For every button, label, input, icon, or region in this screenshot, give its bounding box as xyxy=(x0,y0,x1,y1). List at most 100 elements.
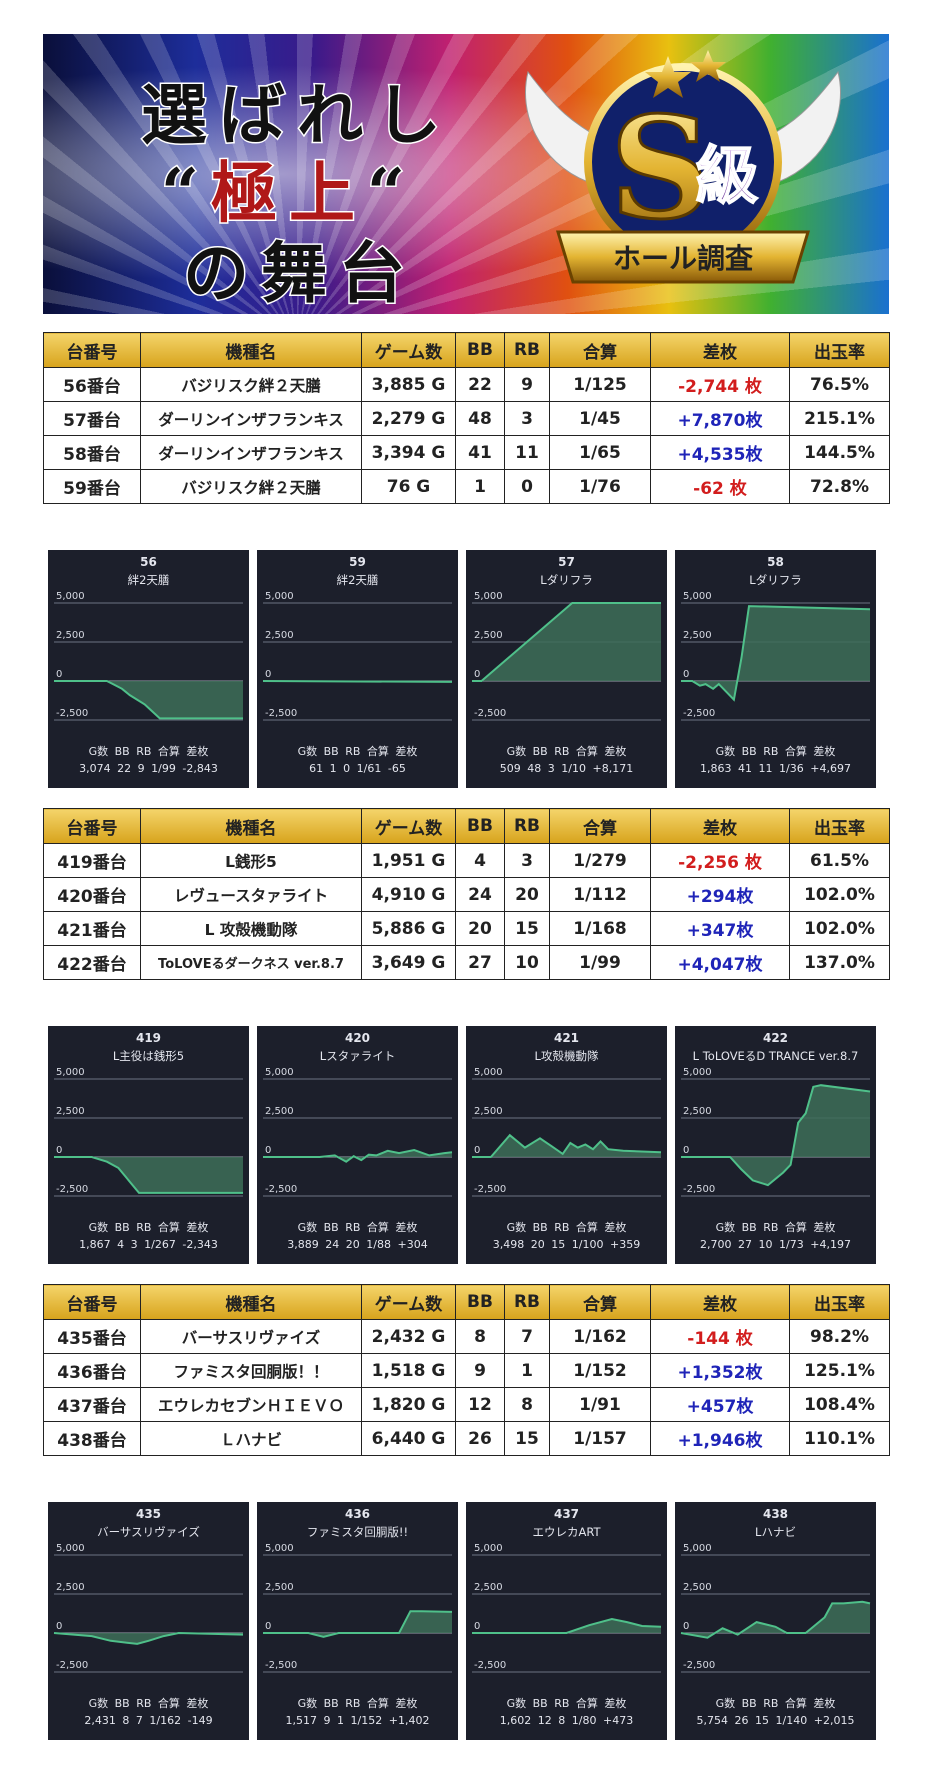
bb: 48 xyxy=(455,401,505,436)
stat-label-diff: 差枚 xyxy=(395,745,418,758)
stat-value-bb: 41 xyxy=(738,762,753,775)
stat-label-bb: BB xyxy=(532,1697,548,1710)
y-tick-label: 0 xyxy=(56,669,62,680)
chart-machine-name: L主役は銭形5 xyxy=(112,1049,185,1063)
stat-value-diff: +1,402 xyxy=(388,1714,430,1727)
rate: 215.1% xyxy=(789,401,890,436)
bb: 1 xyxy=(455,469,505,504)
header-rb: RB xyxy=(504,332,550,368)
series-area xyxy=(263,1150,452,1162)
series-area xyxy=(54,681,243,719)
games: 1,951 G xyxy=(361,843,456,878)
y-tick-label: -2,500 xyxy=(683,1184,715,1195)
rb: 9 xyxy=(504,367,550,402)
stats-header: G数 BB RB 合算 差枚 xyxy=(257,1695,458,1711)
total: 1/157 xyxy=(549,1421,651,1456)
stats-values: 1,863 41 11 1/36 +4,697 xyxy=(675,762,876,775)
rate: 144.5% xyxy=(789,435,890,470)
stats-values: 3,889 24 20 1/88 +304 xyxy=(257,1238,458,1251)
y-tick-label: -2,500 xyxy=(683,708,715,719)
y-tick-label: 0 xyxy=(56,1145,62,1156)
stat-value-total: 1/152 xyxy=(350,1714,383,1727)
s-class-badge-emblem: S 級 ホール調査 xyxy=(525,50,841,284)
header-games: ゲーム数 xyxy=(361,332,456,368)
stat-label-bb: BB xyxy=(323,1697,339,1710)
machine-number: 58番台 xyxy=(43,435,141,470)
y-tick-label: 5,000 xyxy=(474,1543,503,1554)
table-row: 419番台 L銭形5 1,951 G 4 3 1/279 -2,256 枚 61… xyxy=(43,843,890,878)
stat-value-diff: +4,697 xyxy=(810,762,851,775)
stat-value-total: 1/162 xyxy=(149,1714,182,1727)
rate: 108.4% xyxy=(789,1387,890,1422)
stats-values: 3,498 20 15 1/100 +359 xyxy=(466,1238,667,1251)
games: 76 G xyxy=(361,469,456,504)
total: 1/76 xyxy=(549,469,651,504)
stat-label-rb: RB xyxy=(554,745,570,758)
stat-value-total: 1/267 xyxy=(144,1238,176,1251)
table-header-row: 台番号 機種名 ゲーム数 BB RB 合算 差枚 出玉率 xyxy=(43,808,890,844)
rb: 11 xyxy=(504,435,550,470)
chart-number: 59 xyxy=(349,555,366,569)
stat-value-total: 1/73 xyxy=(779,1238,804,1251)
diff: +1,946枚 xyxy=(650,1421,790,1456)
machine-name: L 攻殻機動隊 xyxy=(140,911,362,946)
machine-name: ToLOVEるダークネス ver.8.7 xyxy=(140,945,362,980)
total: 1/162 xyxy=(549,1319,651,1354)
machine-name: レヴュースタァライト xyxy=(140,877,362,912)
header-number: 台番号 xyxy=(43,332,141,368)
y-tick-label: 5,000 xyxy=(265,1543,294,1554)
header-diff: 差枚 xyxy=(650,808,790,844)
stat-label-diff: 差枚 xyxy=(813,745,836,758)
series-line xyxy=(263,1610,453,1638)
y-tick-label: 0 xyxy=(265,1621,271,1632)
series-line xyxy=(262,680,453,683)
chart-panel-438: 438 Lハナビ 5,000 2,500 0 -2,500 G数 BB RB 合算 差枚 5… xyxy=(675,1502,876,1740)
chart-panel-436: 436 ファミスタ回胴版!! 5,000 2,500 0 -2,500 G数 BB RB 合… xyxy=(257,1502,458,1740)
stat-label-bb: BB xyxy=(741,1221,757,1234)
machine-number: 437番台 xyxy=(43,1387,141,1422)
series-line xyxy=(472,1617,662,1634)
y-tick-label: 2,500 xyxy=(683,630,712,641)
y-tick-label: 0 xyxy=(265,669,271,680)
games: 1,820 G xyxy=(361,1387,456,1422)
total: 1/99 xyxy=(549,945,651,980)
stat-value-rb: 8 xyxy=(558,1714,566,1727)
header-machine: 機種名 xyxy=(140,332,362,368)
banner-line-3: の舞台 xyxy=(182,233,417,314)
bb: 9 xyxy=(455,1353,505,1388)
stat-value-g: 5,754 xyxy=(696,1714,729,1727)
games: 2,432 G xyxy=(361,1319,456,1354)
chart-machine-name: L攻殻機動隊 xyxy=(534,1049,599,1063)
stat-value-g: 3,889 xyxy=(287,1238,319,1251)
chart-number: 435 xyxy=(135,1507,162,1521)
stat-value-total: 1/61 xyxy=(356,762,382,775)
stat-value-rb: 0 xyxy=(343,762,351,775)
chart-plot-436: 5,000 2,500 0 -2,500 xyxy=(263,1543,453,1673)
y-tick-label: 2,500 xyxy=(474,630,503,641)
header-number: 台番号 xyxy=(43,808,141,844)
y-tick-label: 5,000 xyxy=(265,1067,294,1078)
stat-label-rb: RB xyxy=(136,1221,152,1234)
stat-label-g: G数 xyxy=(715,1221,736,1234)
machine-number: 57番台 xyxy=(43,401,141,436)
stat-label-total: 合算 xyxy=(157,1221,180,1234)
rate: 137.0% xyxy=(789,945,890,980)
stat-value-g: 1,867 xyxy=(79,1238,111,1251)
chart-panel-56: 56 絆2天膳 5,000 2,500 0 -2,500 G数 BB RB 合算 差枚 3,… xyxy=(48,550,249,788)
chart-number: 57 xyxy=(558,555,575,569)
badge-ribbon-text: ホール調査 xyxy=(613,242,753,275)
machine-number: 419番台 xyxy=(43,843,141,878)
chart-plot-59: 5,000 2,500 0 -2,500 xyxy=(262,591,453,721)
badge-ribbon xyxy=(555,230,811,284)
chart-number: 56 xyxy=(140,555,157,569)
chart-panel-59: 59 絆2天膳 5,000 2,500 0 -2,500 G数 BB RB 合算 差枚 61… xyxy=(257,550,458,788)
stat-value-diff: +304 xyxy=(397,1238,428,1251)
total: 1/91 xyxy=(549,1387,651,1422)
chart-number: 422 xyxy=(762,1031,789,1045)
chart-plot-421: 5,000 2,500 0 -2,500 xyxy=(472,1067,662,1197)
diff: -2,744 枚 xyxy=(650,367,790,402)
machine-stats-table-3: 台番号 機種名 ゲーム数 BB RB 合算 差枚 出玉率 435番台 バーサスリ… xyxy=(43,1284,890,1456)
machine-number: 436番台 xyxy=(43,1353,141,1388)
stats-header: G数 BB RB 合算 差枚 xyxy=(675,743,876,759)
stat-label-g: G数 xyxy=(297,1697,318,1710)
